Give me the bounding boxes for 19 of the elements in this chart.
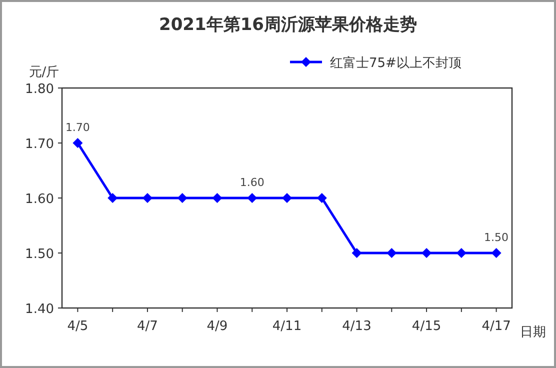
text: 1.50	[25, 247, 54, 262]
text: 1.40	[25, 302, 54, 317]
x-tick-label: 4/11	[272, 319, 302, 334]
legend-label: 红富士75#以上不封顶	[330, 55, 462, 71]
text: 1.80	[25, 82, 54, 97]
data-label: 1.50	[484, 231, 509, 244]
x-tick-label: 4/9	[206, 319, 228, 334]
x-tick-label: 4/17	[482, 319, 511, 334]
text: 1.70	[25, 137, 54, 152]
data-label: 1.60	[240, 176, 264, 189]
x-tick-label: 4/13	[342, 319, 372, 334]
x-tick-label: 4/7	[137, 319, 158, 334]
chart-title: 2021年第16周沂源苹果价格走势	[159, 15, 417, 35]
data-label: 1.70	[65, 121, 90, 134]
x-tick-label: 4/15	[412, 319, 442, 334]
x-axis-title: 日期	[520, 325, 546, 340]
y-axis-title: 元/斤	[28, 65, 60, 80]
x-tick-label: 4/5	[67, 319, 88, 334]
text: 1.60	[25, 192, 54, 207]
